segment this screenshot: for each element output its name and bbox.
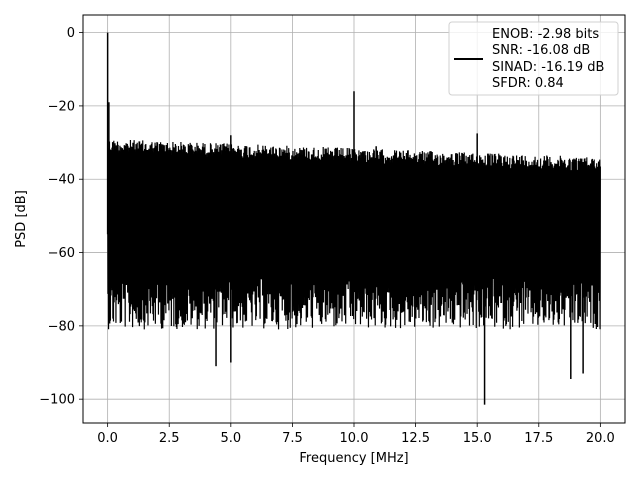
legend-entry-sinad: SINAD: -16.19 dB — [492, 60, 604, 75]
x-tick-label: 15.0 — [463, 431, 492, 446]
x-tick-label: 10.0 — [340, 431, 369, 446]
x-tick-label: 5.0 — [220, 431, 241, 446]
y-tick-label: −20 — [48, 99, 75, 114]
x-tick-label: 0.0 — [97, 431, 118, 446]
legend-entry-sfdr: SFDR: 0.84 — [492, 76, 564, 91]
psd-series-line — [106, 32, 601, 405]
y-tick-label: −100 — [39, 393, 75, 408]
y-axis: 0 −20 −40 −60 −80 −100 — [39, 26, 83, 408]
x-tick-label: 17.5 — [524, 431, 553, 446]
y-axis-label: PSD [dB] — [14, 190, 29, 248]
x-tick-label: 12.5 — [401, 431, 430, 446]
x-axis: 0.0 2.5 5.0 7.5 10.0 12.5 15.0 17.5 20.0 — [97, 423, 615, 446]
x-axis-label: Frequency [MHz] — [299, 451, 408, 466]
legend-entry-enob: ENOB: -2.98 bits — [492, 27, 599, 42]
y-tick-label: 0 — [67, 26, 75, 41]
x-tick-label: 20.0 — [586, 431, 615, 446]
legend-box — [448, 21, 619, 96]
y-tick-label: −80 — [48, 319, 75, 334]
y-tick-label: −60 — [48, 246, 75, 261]
legend-entry-snr: SNR: -16.08 dB — [492, 43, 590, 58]
x-tick-label: 2.5 — [159, 431, 180, 446]
x-tick-label: 7.5 — [282, 431, 303, 446]
y-tick-label: −40 — [48, 173, 75, 188]
legend: ENOB: -2.98 bits SNR: -16.08 dB SINAD: -… — [448, 21, 619, 96]
